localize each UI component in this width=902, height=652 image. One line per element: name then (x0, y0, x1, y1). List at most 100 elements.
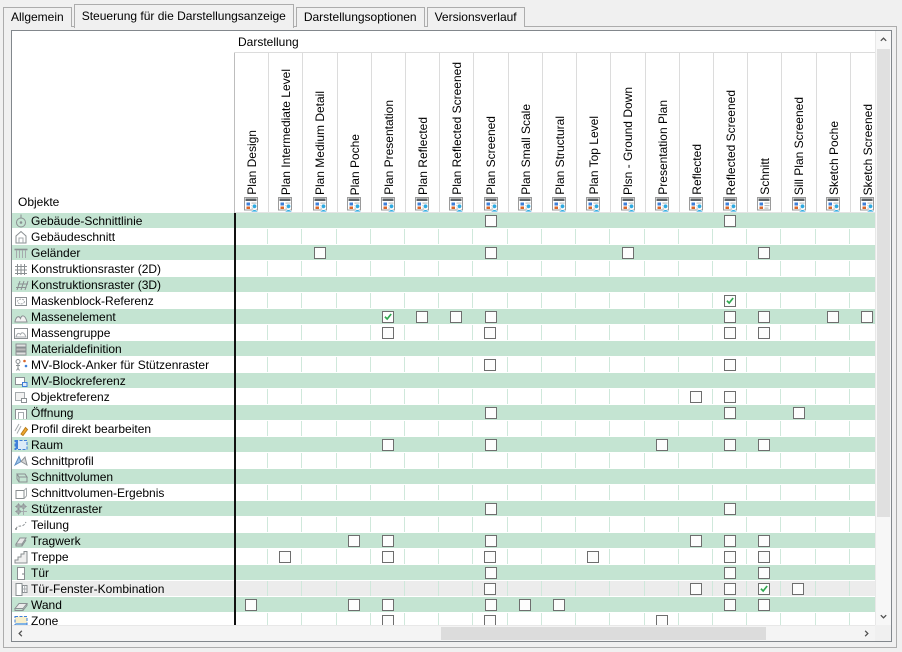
column-header-plsn-ground-down[interactable]: Plsn - Ground Down (610, 53, 645, 213)
display-checkbox[interactable] (723, 358, 736, 371)
display-checkbox[interactable] (348, 598, 360, 611)
object-row-raum[interactable]: Raum (12, 437, 234, 452)
display-checkbox[interactable] (723, 294, 736, 307)
object-row-mv-block-anker-für-stützenraster[interactable]: MV-Block-Anker für Stützenraster (12, 357, 234, 372)
column-header-plan-small-scale[interactable]: Plan Small Scale (508, 53, 542, 213)
display-checkbox[interactable] (758, 534, 770, 547)
display-checkbox[interactable] (827, 310, 839, 323)
column-header-plan-reflected[interactable]: Plan Reflected (405, 53, 439, 213)
column-header-plan-design[interactable]: Plan Design (234, 53, 268, 213)
object-row-tür[interactable]: Tür (12, 565, 234, 580)
horizontal-scrollbar[interactable] (12, 625, 875, 641)
object-row-tragwerk[interactable]: Tragwerk (12, 533, 234, 548)
display-checkbox[interactable] (723, 390, 736, 403)
object-row-konstruktionsraster-3d[interactable]: Konstruktionsraster (3D) (12, 277, 234, 292)
display-checkbox[interactable] (278, 550, 291, 563)
column-header-sketch-screened[interactable]: Sketch Screened (850, 53, 875, 213)
display-checkbox[interactable] (313, 246, 326, 259)
display-checkbox[interactable] (689, 390, 702, 403)
column-header-plan-screened[interactable]: Plan Screened (473, 53, 508, 213)
object-row-geländer[interactable]: Geländer (12, 245, 234, 260)
tab-darstellungsoptionen[interactable]: Darstellungsoptionen (295, 7, 425, 27)
display-checkbox[interactable] (382, 310, 394, 323)
display-checkbox[interactable] (484, 566, 497, 579)
display-checkbox[interactable] (553, 598, 565, 611)
object-row-zone[interactable]: Zone (12, 613, 234, 625)
display-checkbox[interactable] (792, 582, 804, 595)
display-checkbox[interactable] (484, 598, 497, 611)
display-checkbox[interactable] (484, 502, 497, 515)
column-header-presentation-plan[interactable]: Presentation Plan (645, 53, 679, 213)
display-checkbox[interactable] (758, 310, 770, 323)
display-checkbox[interactable] (381, 614, 394, 625)
display-checkbox[interactable] (656, 438, 668, 451)
display-checkbox[interactable] (757, 550, 770, 563)
object-row-mv-blockreferenz[interactable]: MV-Blockreferenz (12, 373, 234, 388)
column-header-sketch-poche[interactable]: Sketch Poche (816, 53, 850, 213)
display-checkbox[interactable] (450, 310, 462, 323)
display-checkbox[interactable] (724, 214, 736, 227)
display-checkbox[interactable] (758, 598, 770, 611)
column-header-reflected-screened[interactable]: Reflected Screened (713, 53, 747, 213)
display-checkbox[interactable] (724, 310, 736, 323)
object-row-materialdefinition[interactable]: Materialdefinition (12, 341, 234, 356)
display-checkbox[interactable] (484, 614, 496, 625)
display-checkbox[interactable] (757, 326, 770, 339)
column-header-sill-plan-screened[interactable]: Sill Plan Screened (781, 53, 816, 213)
column-header-schnitt[interactable]: Schnitt (747, 53, 781, 213)
display-checkbox[interactable] (724, 502, 736, 515)
display-checkbox[interactable] (621, 246, 634, 259)
display-checkbox[interactable] (484, 214, 497, 227)
display-checkbox[interactable] (724, 406, 736, 419)
tab-steuerung-für-die-darstellungsanzeige[interactable]: Steuerung für die Darstellungsanzeige (73, 4, 294, 28)
object-row-maskenblock-referenz[interactable]: Maskenblock-Referenz (12, 293, 234, 308)
display-checkbox[interactable] (484, 534, 497, 547)
column-header-reflected[interactable]: Reflected (679, 53, 713, 213)
display-checkbox[interactable] (723, 582, 736, 595)
object-row-gebäudeschnitt[interactable]: Gebäudeschnitt (12, 229, 234, 244)
column-header-plan-medium-detail[interactable]: Plan Medium Detail (302, 53, 337, 213)
column-header-plan-top-level[interactable]: Plan Top Level (576, 53, 610, 213)
object-row-stützenraster[interactable]: Stützenraster (12, 501, 234, 516)
object-row-schnittprofil[interactable]: Schnittprofil (12, 453, 234, 468)
display-checkbox[interactable] (689, 582, 702, 595)
display-checkbox[interactable] (245, 598, 257, 611)
display-checkbox[interactable] (724, 598, 736, 611)
display-checkbox[interactable] (758, 438, 770, 451)
object-row-schnittvolumen-ergebnis[interactable]: Schnittvolumen-Ergebnis (12, 485, 234, 500)
display-checkbox[interactable] (724, 438, 736, 451)
object-row-gebäude-schnittlinie[interactable]: Gebäude-Schnittlinie (12, 213, 234, 228)
display-checkbox[interactable] (416, 310, 428, 323)
scroll-left-button[interactable] (13, 626, 28, 641)
tab-allgemein[interactable]: Allgemein (3, 7, 72, 27)
column-header-plan-structural[interactable]: Plan Structural (542, 53, 576, 213)
column-header-plan-presentation[interactable]: Plan Presentation (371, 53, 405, 213)
display-checkbox[interactable] (484, 582, 496, 595)
tab-versionsverlauf[interactable]: Versionsverlauf (426, 7, 525, 27)
display-checkbox[interactable] (381, 326, 394, 339)
display-checkbox[interactable] (758, 246, 770, 259)
display-checkbox[interactable] (724, 566, 736, 579)
scroll-up-button[interactable] (876, 32, 891, 47)
display-checkbox[interactable] (586, 550, 599, 563)
column-header-plan-intermediate-level[interactable]: Plan Intermediate Level (268, 53, 302, 213)
object-row-profil-direkt-bearbeiten[interactable]: Profil direkt bearbeiten (12, 421, 234, 436)
vertical-scrollbar[interactable] (875, 31, 891, 625)
object-row-massengruppe[interactable]: Massengruppe (12, 325, 234, 340)
object-row-massenelement[interactable]: Massenelement (12, 309, 234, 324)
object-row-wand[interactable]: Wand (12, 597, 234, 612)
display-checkbox[interactable] (655, 614, 668, 625)
vertical-scrollbar-thumb[interactable] (877, 49, 890, 517)
display-checkbox[interactable] (484, 438, 497, 451)
column-header-plan-reflected-screened[interactable]: Plan Reflected Screened (439, 53, 473, 213)
display-checkbox[interactable] (758, 566, 770, 579)
object-row-tür-fenster-kombination[interactable]: Tür-Fenster-Kombination (12, 581, 234, 596)
display-checkbox[interactable] (723, 326, 736, 339)
display-checkbox[interactable] (382, 534, 394, 547)
display-checkbox[interactable] (484, 406, 497, 419)
horizontal-scrollbar-thumb[interactable] (441, 627, 766, 640)
display-checkbox[interactable] (723, 550, 736, 563)
display-checkbox[interactable] (382, 598, 394, 611)
display-checkbox[interactable] (484, 326, 496, 339)
display-checkbox[interactable] (484, 550, 496, 563)
